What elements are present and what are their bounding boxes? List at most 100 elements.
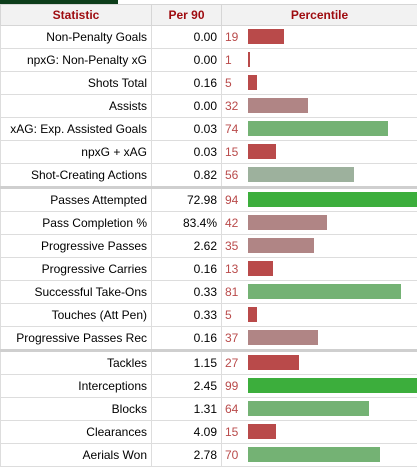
stat-name: xAG: Exp. Assisted Goals — [1, 118, 152, 141]
stat-name: Pass Completion % — [1, 212, 152, 235]
per90-value: 0.82 — [152, 164, 222, 188]
stat-name: Successful Take-Ons — [1, 281, 152, 304]
percentile-value: 42 — [225, 212, 238, 234]
percentile-table: Statistic Per 90 Percentile Non-Penalty … — [0, 4, 417, 467]
column-header-statistic[interactable]: Statistic — [1, 5, 152, 26]
per90-value: 2.78 — [152, 444, 222, 467]
per90-value: 0.00 — [152, 95, 222, 118]
per90-value: 2.45 — [152, 375, 222, 398]
stat-name: Progressive Carries — [1, 258, 152, 281]
stat-name: Progressive Passes Rec — [1, 327, 152, 351]
per90-value: 0.16 — [152, 72, 222, 95]
per90-value: 0.00 — [152, 49, 222, 72]
stat-name: Passes Attempted — [1, 188, 152, 212]
percentile-bar — [248, 167, 354, 182]
stat-name: npxG: Non-Penalty xG — [1, 49, 152, 72]
percentile-cell: 94 — [222, 188, 417, 212]
percentile-value: 99 — [225, 375, 238, 397]
percentile-bar — [248, 261, 273, 276]
stat-name: Interceptions — [1, 375, 152, 398]
per90-value: 72.98 — [152, 188, 222, 212]
percentile-bar — [248, 52, 250, 67]
percentile-cell: 81 — [222, 281, 417, 304]
per90-value: 0.16 — [152, 258, 222, 281]
percentile-cell: 1 — [222, 49, 417, 72]
percentile-bar — [248, 307, 257, 322]
column-header-per90[interactable]: Per 90 — [152, 5, 222, 26]
per90-value: 1.31 — [152, 398, 222, 421]
percentile-cell: 37 — [222, 327, 417, 351]
percentile-bar — [248, 144, 276, 159]
percentile-cell: 15 — [222, 421, 417, 444]
percentile-bar — [248, 215, 327, 230]
per90-value: 0.00 — [152, 26, 222, 49]
percentile-value: 1 — [225, 49, 232, 71]
percentile-bar — [248, 98, 308, 113]
stat-name: Non-Penalty Goals — [1, 26, 152, 49]
percentile-bar — [248, 424, 276, 439]
percentile-value: 37 — [225, 327, 238, 349]
percentile-value: 74 — [225, 118, 238, 140]
percentile-cell: 64 — [222, 398, 417, 421]
percentile-value: 5 — [225, 304, 232, 326]
per90-value: 2.62 — [152, 235, 222, 258]
table-row: Pass Completion %83.4%42 — [1, 212, 417, 235]
per90-value: 0.03 — [152, 141, 222, 164]
percentile-bar — [248, 238, 314, 253]
percentile-bar — [248, 284, 401, 299]
percentile-bar — [248, 401, 369, 416]
stat-name: Shots Total — [1, 72, 152, 95]
percentile-bar — [248, 330, 318, 345]
percentile-bar — [248, 29, 284, 44]
percentile-bar — [248, 75, 257, 90]
percentile-cell: 15 — [222, 141, 417, 164]
stat-name: Touches (Att Pen) — [1, 304, 152, 327]
percentile-value: 81 — [225, 281, 238, 303]
percentile-value: 27 — [225, 352, 238, 374]
percentile-cell: 42 — [222, 212, 417, 235]
stat-name: Blocks — [1, 398, 152, 421]
stat-name: Aerials Won — [1, 444, 152, 467]
percentile-cell: 35 — [222, 235, 417, 258]
per90-value: 0.03 — [152, 118, 222, 141]
percentile-value: 35 — [225, 235, 238, 257]
per90-value: 0.33 — [152, 304, 222, 327]
per90-value: 4.09 — [152, 421, 222, 444]
column-header-percentile[interactable]: Percentile — [222, 5, 417, 26]
percentile-cell: 32 — [222, 95, 417, 118]
percentile-bar — [248, 192, 417, 207]
percentile-value: 70 — [225, 444, 238, 466]
percentile-value: 5 — [225, 72, 232, 94]
percentile-value: 15 — [225, 421, 238, 443]
percentile-cell: 19 — [222, 26, 417, 49]
percentile-value: 32 — [225, 95, 238, 117]
percentile-cell: 74 — [222, 118, 417, 141]
stat-name: Shot-Creating Actions — [1, 164, 152, 188]
percentile-bar — [248, 355, 299, 370]
percentile-cell: 99 — [222, 375, 417, 398]
percentile-value: 64 — [225, 398, 238, 420]
percentile-cell: 27 — [222, 351, 417, 375]
per90-value: 0.33 — [152, 281, 222, 304]
percentile-value: 13 — [225, 258, 238, 280]
header-row: Statistic Per 90 Percentile — [1, 5, 417, 26]
per90-value: 83.4% — [152, 212, 222, 235]
stat-name: Tackles — [1, 351, 152, 375]
percentile-bar — [248, 378, 417, 393]
